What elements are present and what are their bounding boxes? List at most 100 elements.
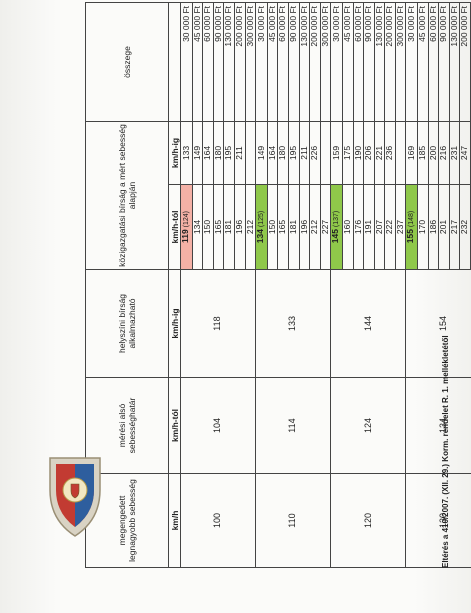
cell-amount: 45 000 Ft <box>417 2 429 122</box>
header-admin-fine: közigazgatási bírság a mért sebesség ala… <box>85 121 169 270</box>
cell-to: 149 <box>192 121 203 185</box>
cell-amount: 300 000 Ft <box>245 2 256 122</box>
cell-from-value: 119 <box>180 229 191 244</box>
cell-to: 195 <box>288 121 300 185</box>
cell-from-value: 134 <box>255 229 266 244</box>
cell-from: 232 <box>459 184 471 270</box>
cell-from-value: 176 <box>353 219 363 235</box>
cell-to: 180 <box>277 121 289 185</box>
cell-to: 159 <box>330 121 343 185</box>
header-onsite-fine: helyszíni bírság alkalmazható <box>85 269 169 378</box>
cell-from-value: 160 <box>342 219 352 235</box>
cell-to: 221 <box>374 121 385 185</box>
cell-amount: 30 000 Ft <box>405 2 418 122</box>
footnote: Eltérés a 410/2007. (XII. 29.) Korm. ren… <box>441 335 450 568</box>
cell-speed-limit: 130 <box>405 473 471 568</box>
cell-amount: 60 000 Ft <box>277 2 289 122</box>
cell-from: 134 <box>192 184 203 270</box>
cell-measure-lower: 114 <box>255 377 331 474</box>
cell-from-value: 181 <box>223 219 234 235</box>
cell-onsite-fine: 133 <box>255 269 331 378</box>
cell-measure-lower: 124 <box>330 377 406 474</box>
cell-from-value: 170 <box>417 219 428 235</box>
unit-amount <box>168 2 181 122</box>
cell-from: 212 <box>309 184 321 270</box>
cell-from-value: 181 <box>288 219 298 235</box>
cell-to: 180 <box>213 121 224 185</box>
cell-to: 200 <box>428 121 439 185</box>
cell-amount: 130 000 Ft <box>223 2 235 122</box>
fine-table-rotated: megengedett legnagyobb sebesség mérési a… <box>85 2 471 568</box>
cell-amount: 60 000 Ft <box>428 2 439 122</box>
cell-amount: 200 000 Ft <box>384 2 396 122</box>
unit-limit: km/h <box>168 473 181 568</box>
cell-amount: 60 000 Ft <box>353 2 364 122</box>
cell-to: 175 <box>342 121 353 185</box>
cell-from-value: 186 <box>428 219 438 235</box>
cell-amount: 200 000 Ft <box>459 2 471 122</box>
cell-measure-lower: 134 <box>405 377 471 474</box>
cell-to: 133 <box>180 121 193 185</box>
police-badge-icon <box>49 457 101 537</box>
cell-speed-limit: 110 <box>255 473 331 568</box>
cell-from: 217 <box>449 184 460 270</box>
cell-from-value: 237 <box>395 219 405 235</box>
cell-from: 155 (148) <box>405 184 418 270</box>
cell-from: 119 (124) <box>180 184 193 270</box>
cell-to: 226 <box>309 121 321 185</box>
cell-to: 169 <box>405 121 418 185</box>
cell-from-value: 165 <box>277 219 288 235</box>
cell-from-value: 150 <box>267 219 277 235</box>
cell-from-value: 232 <box>459 219 470 235</box>
cell-from: 176 <box>353 184 364 270</box>
cell-measure-lower: 104 <box>180 377 256 474</box>
cell-speed-limit: 100 <box>180 473 256 568</box>
cell-from-note: (137) <box>333 210 341 230</box>
unit-admin-to: km/h-ig <box>168 121 181 185</box>
cell-to: 247 <box>459 121 471 185</box>
cell-to: 185 <box>417 121 429 185</box>
cell-from-note: (124) <box>183 211 190 230</box>
cell-amount: 45 000 Ft <box>342 2 353 122</box>
table-row: 130 134 154 155 (148) 169 30 000 Ft <box>405 2 471 568</box>
cell-from-value: 212 <box>309 219 320 235</box>
cell-from: 145 (137) <box>330 184 343 270</box>
cell-amount: 45 000 Ft <box>267 2 278 122</box>
cell-to: 231 <box>449 121 460 185</box>
cell-from: 222 <box>384 184 396 270</box>
cell-from-value: 217 <box>449 219 459 235</box>
cell-from: 165 <box>213 184 224 270</box>
cell-from: 160 <box>342 184 353 270</box>
unit-onsite: km/h-ig <box>168 269 181 378</box>
cell-amount: 130 000 Ft <box>449 2 460 122</box>
cell-from-value: 134 <box>192 219 202 235</box>
cell-to: 211 <box>234 121 246 185</box>
table-row: 110 114 133 134 (125) 149 30 000 Ft <box>255 2 331 568</box>
cell-from-note: (148) <box>408 210 416 230</box>
cell-from-note: (125) <box>258 210 266 230</box>
cell-to: 164 <box>202 121 214 185</box>
cell-from: 165 <box>277 184 289 270</box>
cell-amount: 90 000 Ft <box>288 2 300 122</box>
table-body: 100 104 118 119 (124) 133 30 000 Ft 134 149 45 0… <box>180 2 471 568</box>
cell-from: 196 <box>299 184 310 270</box>
cell-from-value: 207 <box>374 219 384 235</box>
cell-amount: 60 000 Ft <box>202 2 214 122</box>
header-amount: összege <box>85 2 169 122</box>
unit-lower: km/h-tól <box>168 377 181 474</box>
cell-to <box>395 121 406 185</box>
table-row: 120 124 144 145 (137) 159 30 000 Ft <box>330 2 406 568</box>
cell-from: 186 <box>428 184 439 270</box>
cell-from: 181 <box>288 184 300 270</box>
cell-onsite-fine: 154 <box>405 269 471 378</box>
cell-from: 191 <box>363 184 375 270</box>
cell-from: 196 <box>234 184 246 270</box>
table-row: 100 104 118 119 (124) 133 30 000 Ft <box>180 2 256 568</box>
cell-to <box>245 121 256 185</box>
cell-amount: 300 000 Ft <box>320 2 331 122</box>
cell-amount: 200 000 Ft <box>234 2 246 122</box>
cell-from: 212 <box>245 184 256 270</box>
cell-from-value: 165 <box>213 219 223 235</box>
cell-amount: 90 000 Ft <box>363 2 375 122</box>
